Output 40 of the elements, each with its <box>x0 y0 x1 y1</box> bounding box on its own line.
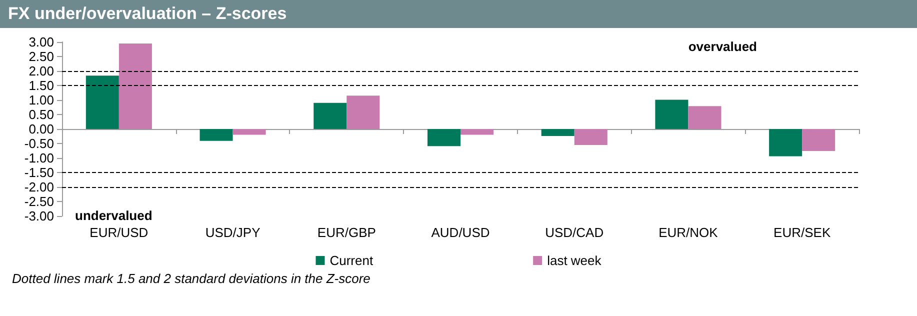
x-tick-label: AUD/USD <box>431 225 490 240</box>
y-tick-label: 1.00 <box>28 92 54 108</box>
x-tick-label: EUR/GBP <box>317 225 376 240</box>
bar <box>86 76 119 129</box>
bar <box>541 129 574 136</box>
text: Dotted lines mark 1.5 and 2 standard deviations in the Z-score <box>12 271 370 286</box>
x-tick-label: EUR/NOK <box>658 225 718 240</box>
y-tick-label: -2.00 <box>24 180 54 194</box>
y-tick-label: 1.50 <box>28 78 54 93</box>
bar <box>346 96 380 129</box>
y-tick-label: 3.00 <box>28 34 54 50</box>
y-tick-label: -0.50 <box>24 136 54 151</box>
bar <box>688 106 722 129</box>
y-tick-label: 2.50 <box>28 49 54 64</box>
bar <box>460 129 494 135</box>
y-tick-label: 2.00 <box>28 64 54 78</box>
bar <box>655 100 688 129</box>
bar <box>118 43 152 129</box>
bar <box>314 102 347 129</box>
x-tick-label: EUR/USD <box>90 225 148 240</box>
y-tick-label: -1.50 <box>24 165 54 180</box>
bar <box>232 129 266 135</box>
annotation: overvalued <box>688 39 758 54</box>
x-tick-label: EUR/SEK <box>774 225 831 240</box>
y-tick-label: -2.50 <box>24 194 54 209</box>
bar <box>574 129 608 145</box>
bar <box>802 129 836 152</box>
y-tick-label: 0.50 <box>28 107 54 122</box>
legend-label: Current <box>330 253 374 268</box>
chart-title: FX under/overvaluation – Z-scores <box>0 0 917 28</box>
bar <box>427 129 460 146</box>
bar <box>769 129 802 156</box>
annotation: undervalued <box>75 208 152 223</box>
y-tick-label: -1.00 <box>24 150 54 166</box>
y-tick-label: -3.00 <box>24 208 54 224</box>
x-tick-label: USD/CAD <box>545 225 604 240</box>
bar <box>200 129 233 141</box>
legend-label: last week <box>547 253 602 268</box>
x-tick-label: USD/JPY <box>205 225 261 240</box>
y-tick-label: 0.00 <box>28 122 54 136</box>
